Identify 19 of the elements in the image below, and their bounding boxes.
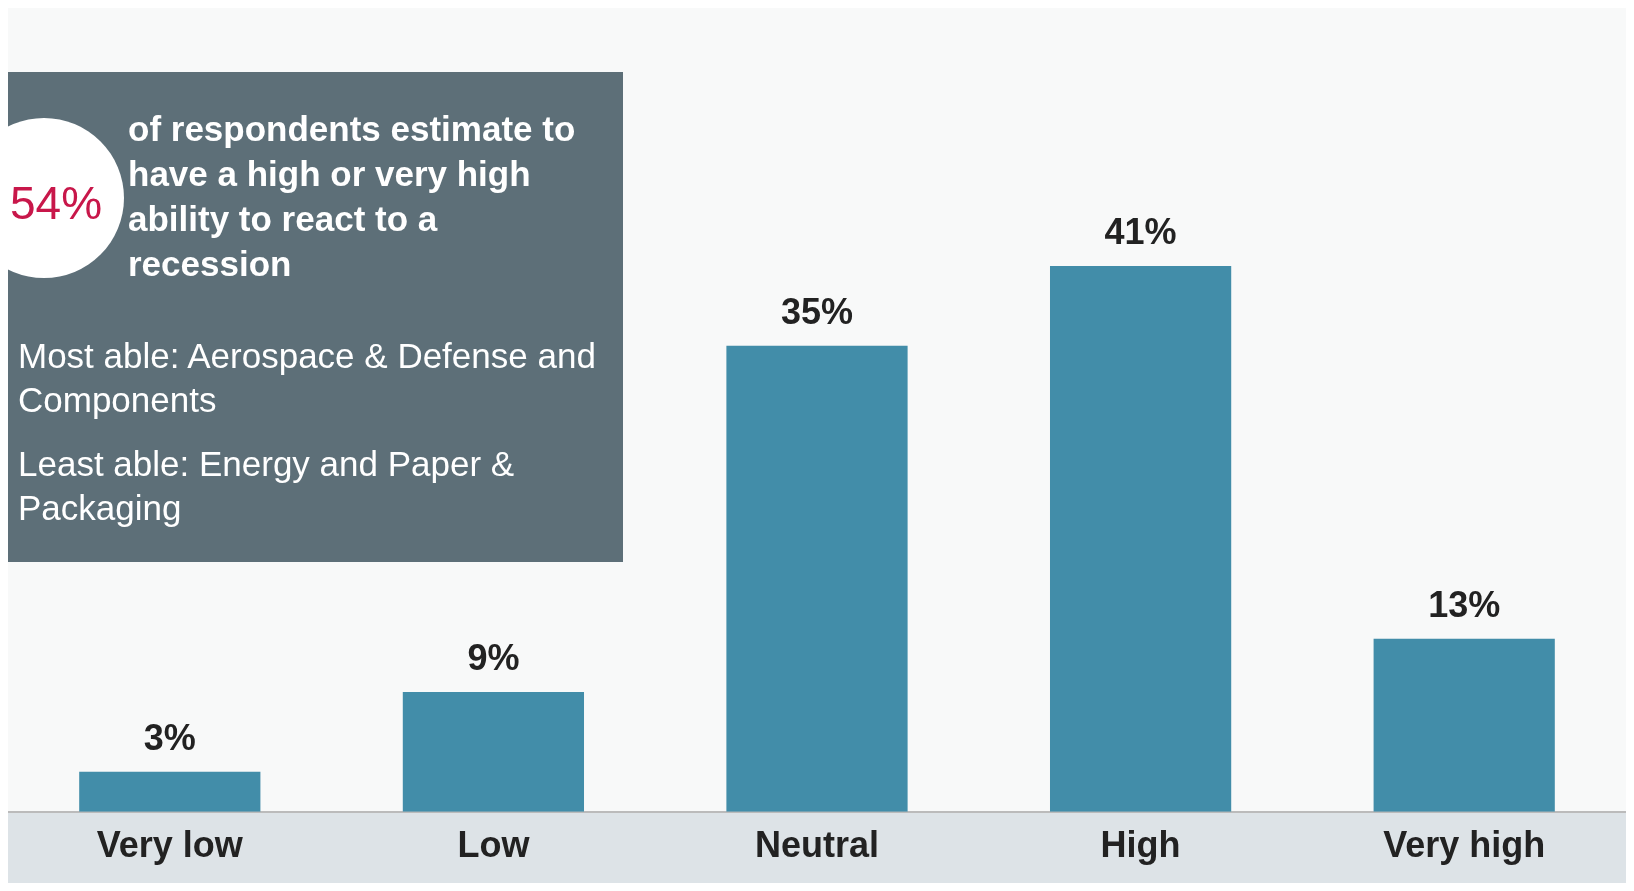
data-label: 35% — [780, 290, 854, 332]
x-tick-label: Low — [457, 824, 531, 866]
bar — [79, 771, 261, 812]
x-tick-label: Neutral — [754, 824, 880, 866]
x-tick-label: High — [1100, 824, 1181, 866]
x-tick-label: Very low — [96, 824, 244, 866]
x-tick-label: Very high — [1383, 824, 1546, 866]
bar — [1049, 265, 1232, 812]
annotation: Least able: Energy and Paper & Packaging — [18, 443, 516, 529]
bar — [402, 691, 585, 812]
data-label: 13% — [1428, 583, 1501, 625]
data-label: 41% — [1104, 210, 1177, 252]
annotation: Most able: Aerospace & Defense and Components — [18, 335, 597, 421]
bar — [726, 345, 908, 812]
bar — [1373, 638, 1555, 812]
annotation: of respondents estimate to have a high or very high ability to react to a recession — [128, 108, 577, 285]
text: 54% — [10, 176, 103, 230]
data-label: 9% — [467, 636, 520, 678]
data-label: 3% — [143, 716, 196, 758]
